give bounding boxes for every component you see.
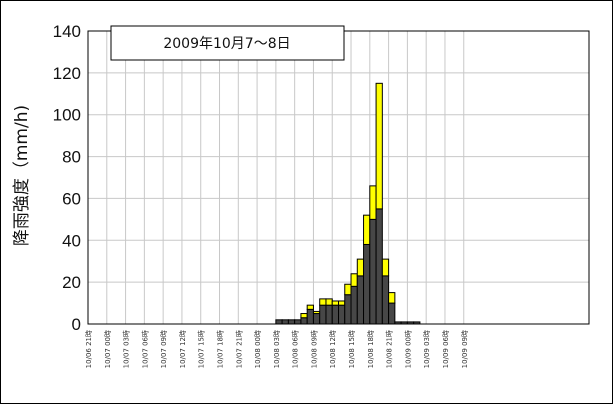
bar-segment-base (281, 319, 289, 325)
bar-segment-top (331, 300, 339, 306)
x-tick-label: 10/07 00時 (104, 330, 112, 368)
bar-segment-base (319, 304, 327, 325)
y-tick-label: 100 (53, 106, 81, 125)
bar-segment-top (325, 298, 333, 306)
bar-segment-base (356, 275, 365, 325)
x-tick-label: 10/08 15時 (348, 330, 356, 368)
y-tick-label: 140 (53, 22, 81, 41)
x-tick-label: 10/08 09時 (310, 330, 318, 368)
bars-layer (275, 82, 421, 325)
y-tick-label: 80 (62, 148, 81, 167)
bar-segment-base (306, 308, 314, 325)
x-tick-label: 10/09 00時 (404, 330, 412, 368)
title-box: 2009年10月7～8日 (110, 25, 345, 61)
x-tick-label: 10/06 21時 (85, 330, 93, 368)
y-tick-label: 40 (62, 231, 81, 250)
bar-segment-top (319, 298, 327, 306)
x-tick-label: 10/08 00時 (254, 330, 262, 368)
bar-segment-top (375, 82, 383, 210)
bar-segment-top (300, 313, 308, 319)
x-tick-label: 10/08 03時 (273, 330, 281, 368)
bar-segment-top (344, 283, 352, 296)
x-tick-label: 10/08 21時 (386, 330, 394, 368)
bar-segment-base (312, 313, 321, 325)
x-tick-label: 10/07 15時 (198, 330, 206, 368)
grid-layer (88, 31, 589, 324)
y-axis-label: 降雨強度（mm/h) (12, 105, 32, 246)
bar-segment-top (381, 258, 390, 277)
bar-segment-base (287, 319, 296, 325)
bar-segment-base (275, 319, 283, 325)
bar-segment-top (369, 185, 377, 220)
bar-segment-base (388, 302, 396, 325)
y-tick-label: 120 (53, 64, 81, 83)
bar-segment-top (312, 310, 321, 315)
x-tick-label: 10/09 03時 (423, 330, 431, 368)
x-tick-label: 10/07 03時 (123, 330, 131, 368)
y-tick-labels: 0 20 40 60 80 100 120 140 (53, 22, 81, 334)
x-tick-label: 10/07 21時 (235, 330, 243, 368)
bar-segment-base (325, 304, 333, 325)
x-tick-label: 10/07 12時 (179, 330, 187, 368)
bar-segment-base (338, 304, 346, 325)
chart-title: 2009年10月7～8日 (163, 36, 290, 52)
bar-segment-base (294, 319, 302, 325)
x-tick-labels: 10/06 21時 10/07 00時 10/07 03時 10/07 06時 10/0… (85, 330, 469, 368)
bar-segment-base (363, 243, 371, 325)
x-tick-label: 10/08 12時 (329, 330, 337, 368)
x-tick-label: 10/09 06時 (442, 330, 450, 368)
x-tick-label: 10/08 18時 (367, 330, 375, 368)
bar-segment-base (381, 275, 390, 325)
bar-segment-base (344, 294, 352, 325)
x-tick-label: 10/08 06時 (292, 330, 300, 368)
bar-segment-top (338, 300, 346, 306)
y-tick-label: 60 (62, 189, 81, 208)
bar-segment-top (356, 258, 365, 277)
bar-segment-base (375, 208, 383, 325)
bar-segment-top (363, 214, 371, 245)
bar-segment-base (350, 285, 358, 325)
title-box-rect (110, 25, 345, 61)
x-tick-label: 10/07 18時 (217, 330, 225, 368)
bar-segment-top (350, 273, 358, 287)
bar-segment-top (388, 292, 396, 304)
y-tick-label: 0 (72, 315, 81, 334)
bar-segment-base (369, 218, 377, 325)
bar-segment-top (306, 304, 314, 310)
x-tick-label: 10/07 06時 (141, 330, 149, 368)
y-tick-label: 20 (62, 273, 81, 292)
bar-segment-base (331, 304, 339, 325)
bar-segment-base (300, 317, 308, 325)
x-tick-label: 10/09 09時 (461, 330, 469, 368)
x-tick-label: 10/07 09時 (160, 330, 168, 368)
